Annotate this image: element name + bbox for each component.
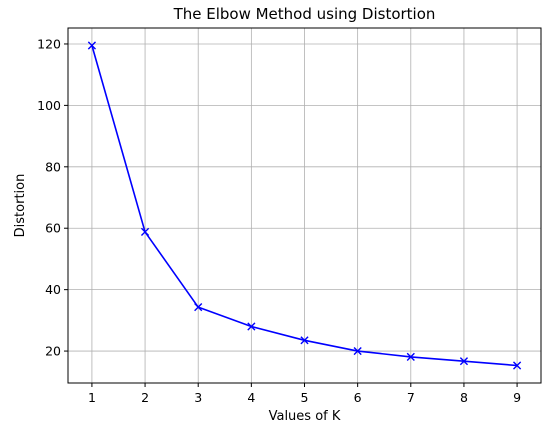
axis-ticks: 1 2 3 4 5 6 7 8 9 20 40 60 80 100 120 [37,36,521,405]
x-tick-label: 2 [141,390,149,405]
x-tick-label: 5 [301,390,309,405]
grid-lines [68,28,541,383]
x-tick-label: 1 [88,390,96,405]
chart-title: The Elbow Method using Distortion [173,5,436,23]
y-tick-label: 80 [45,159,61,174]
y-tick-label: 60 [45,221,61,236]
y-tick-label: 120 [37,36,61,51]
data-point-marker [140,227,150,237]
y-tick-label: 100 [37,98,61,113]
series-distortion [87,41,522,370]
data-point-marker [247,322,256,331]
data-point-marker [512,361,522,370]
x-axis-label: Values of K [269,409,341,423]
y-tick-label: 40 [45,282,61,297]
x-tick-label: 9 [513,390,521,405]
data-point-marker [87,41,97,50]
x-tick-label: 4 [247,390,255,405]
data-point-marker [406,352,415,361]
x-tick-label: 3 [194,390,202,405]
y-tick-label: 20 [45,344,61,359]
data-point-marker [300,336,309,345]
x-tick-label: 7 [407,390,415,405]
x-tick-label: 6 [354,390,362,405]
data-point-marker [459,357,469,366]
x-tick-label: 8 [460,390,468,405]
data-point-marker [353,346,362,356]
y-axis-label: Distortion [13,174,28,238]
data-point-marker [194,303,203,312]
